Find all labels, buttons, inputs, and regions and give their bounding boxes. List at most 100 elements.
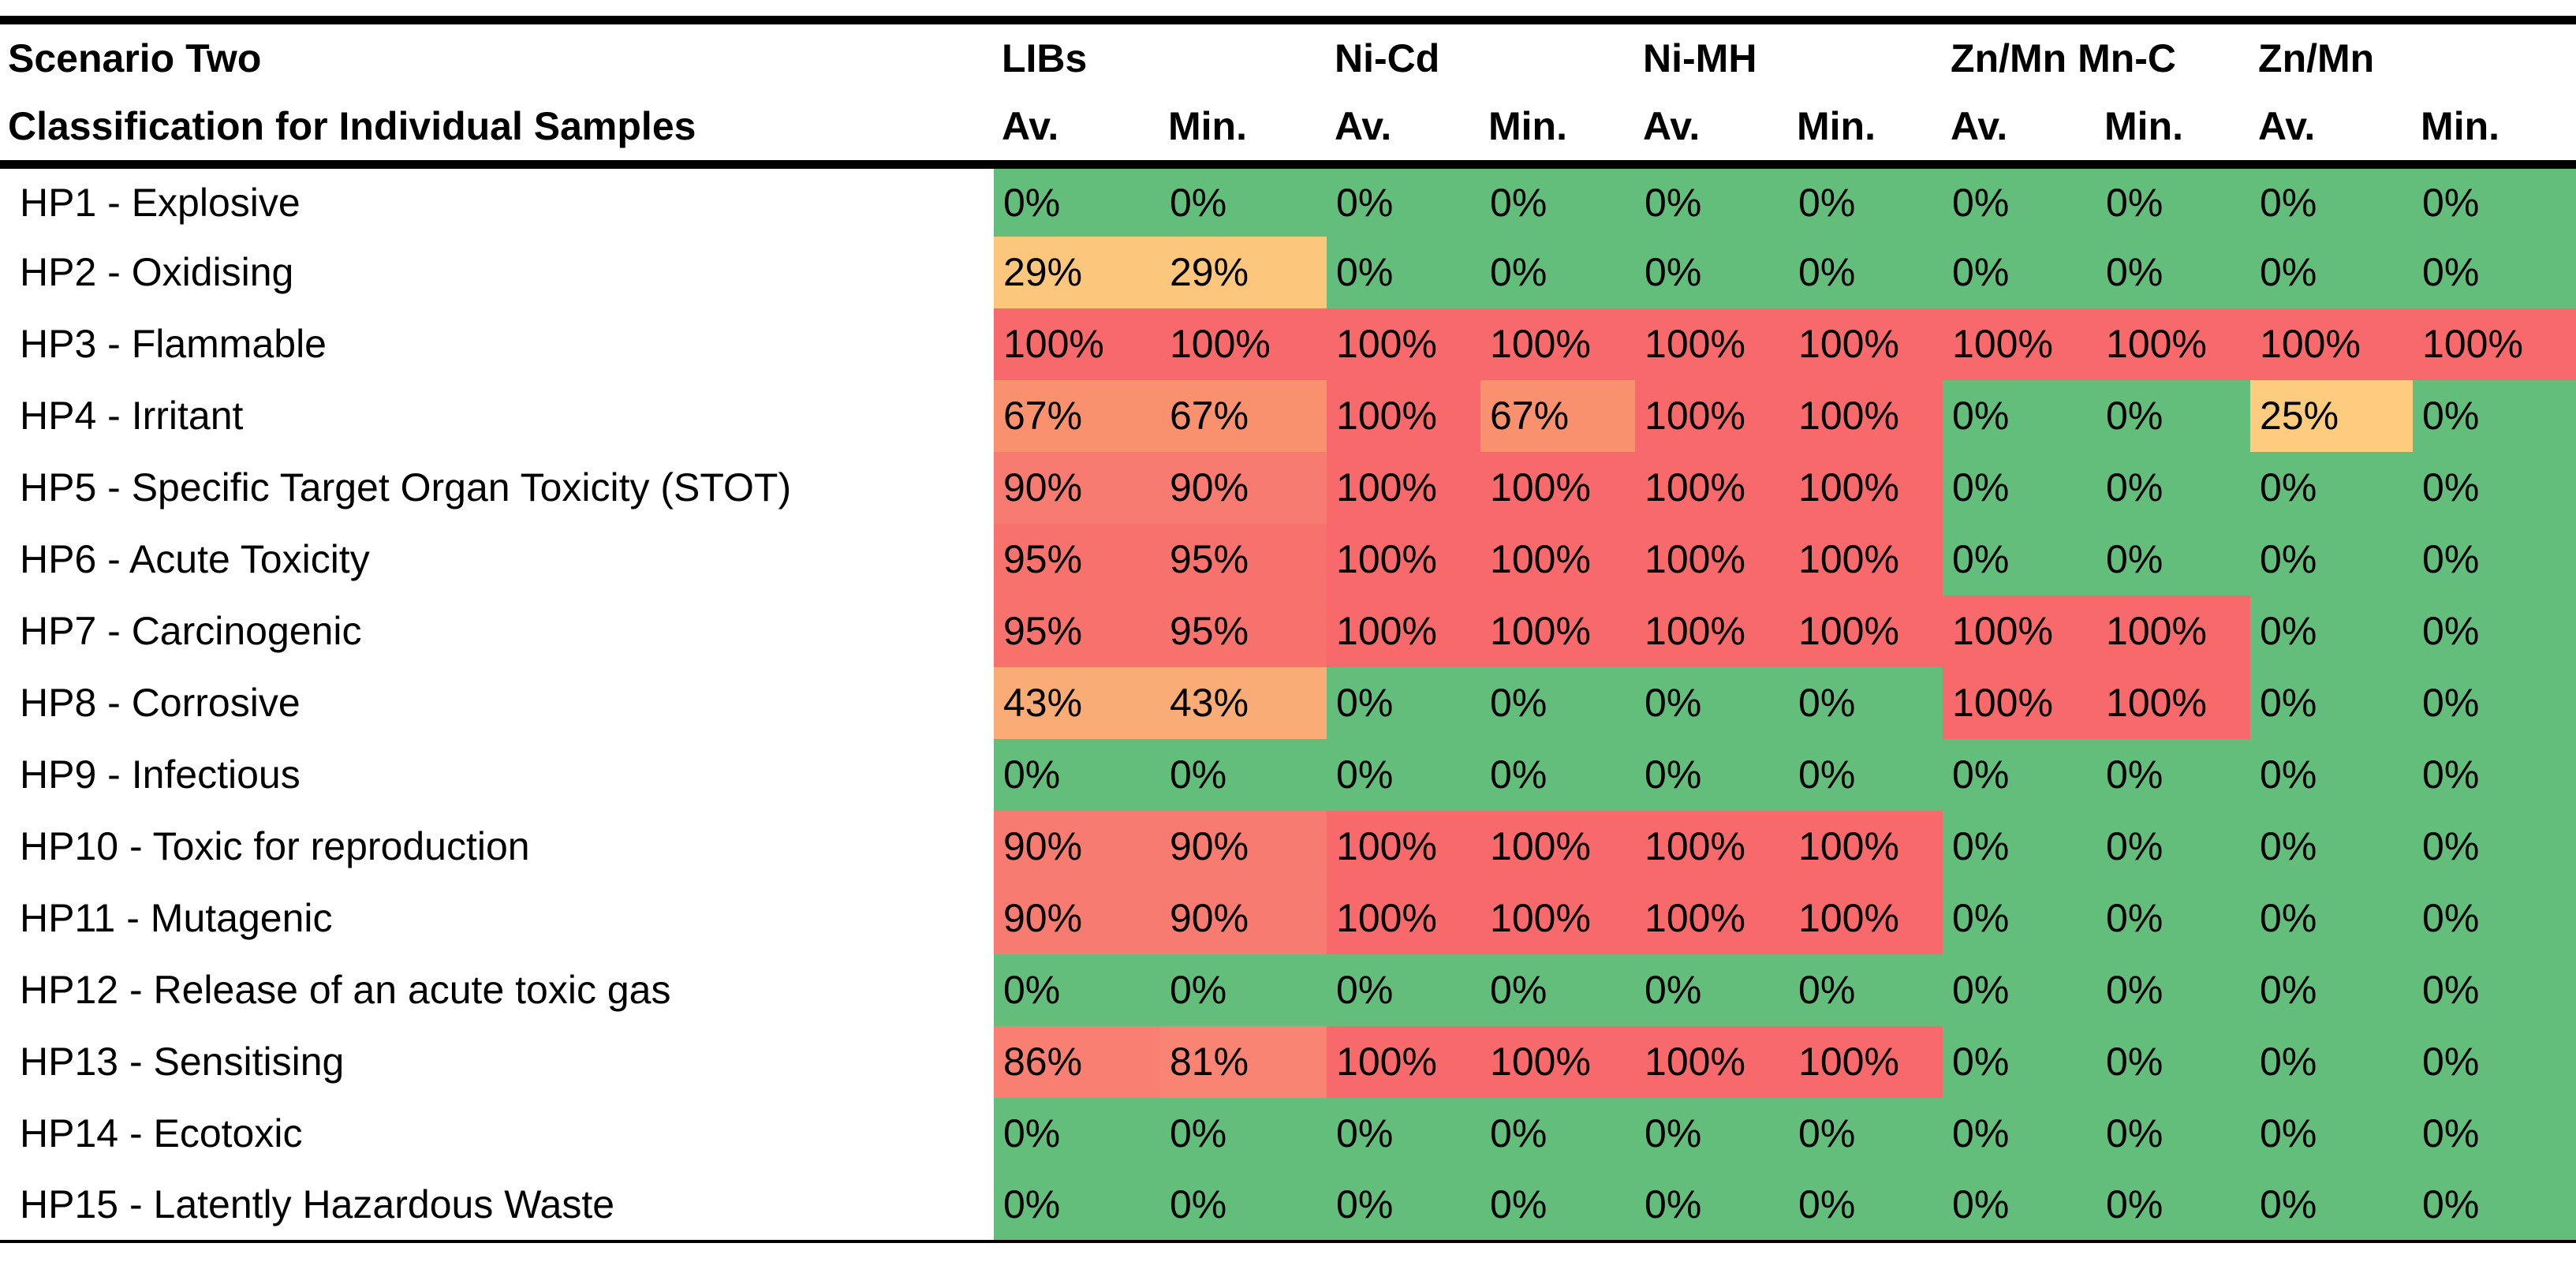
percent-cell: 100% <box>2413 308 2576 380</box>
row-label: HP6 - Acute Toxicity <box>0 523 994 595</box>
table-header: Scenario Two LIBs Ni-Cd Ni-MH Zn/Mn Mn-C… <box>0 21 2576 165</box>
percent-cell: 0% <box>2413 1097 2576 1170</box>
percent-cell: 0% <box>1943 236 2097 308</box>
percent-cell: 100% <box>2250 308 2414 380</box>
row-label: HP10 - Toxic for reproduction <box>0 810 994 883</box>
percent-cell: 0% <box>1480 954 1636 1026</box>
percent-cell: 0% <box>1789 666 1943 739</box>
percent-cell: 100% <box>1480 595 1636 667</box>
percent-cell: 0% <box>1480 236 1636 308</box>
table-row: HP9 - Infectious 0% 0% 0% 0% 0% 0% 0% 0% 0% 0% <box>0 738 2576 811</box>
percent-cell: 0% <box>2096 164 2251 237</box>
table-row: HP15 - Latently Hazardous Waste 0% 0% 0% 0% 0… <box>0 1169 2576 1241</box>
row-label: HP5 - Specific Target Organ Toxicity (ST… <box>0 451 994 524</box>
percent-cell: 0% <box>994 954 1160 1026</box>
percent-cell: 100% <box>1635 308 1790 380</box>
percent-cell: 100% <box>1327 882 1481 954</box>
percent-cell: 100% <box>1327 595 1481 667</box>
percent-cell: 100% <box>1789 379 1943 452</box>
percent-cell: 90% <box>994 882 1160 954</box>
percent-cell: 100% <box>1943 595 2097 667</box>
percent-cell: 100% <box>1943 666 2097 739</box>
table-row: HP5 - Specific Target Organ Toxicity (ST… <box>0 451 2576 524</box>
percent-cell: 29% <box>994 236 1160 308</box>
percent-cell: 0% <box>2250 451 2414 524</box>
subcol-header-min: Min. <box>1488 104 1567 148</box>
percent-cell: 100% <box>1480 882 1636 954</box>
percent-cell: 0% <box>1943 882 2097 954</box>
hazard-classification-heatmap: Scenario Two LIBs Ni-Cd Ni-MH Zn/Mn Mn-C… <box>0 16 2576 1243</box>
percent-cell: 100% <box>1789 810 1943 883</box>
percent-cell: 0% <box>1943 1097 2097 1170</box>
subcol-header-min: Min. <box>1797 104 1876 148</box>
percent-cell: 67% <box>1160 379 1327 452</box>
table-row: HP10 - Toxic for reproduction 90% 90% 100% 1… <box>0 810 2576 883</box>
row-label: HP3 - Flammable <box>0 308 994 380</box>
row-label: HP4 - Irritant <box>0 379 994 452</box>
percent-cell: 0% <box>2413 738 2576 811</box>
percent-cell: 0% <box>2096 882 2251 954</box>
percent-cell: 0% <box>1480 666 1636 739</box>
subcol-header-av: Av. <box>1335 104 1392 148</box>
percent-cell: 0% <box>1635 1097 1790 1170</box>
percent-cell: 0% <box>994 738 1160 811</box>
percent-cell: 25% <box>2250 379 2414 452</box>
percent-cell: 100% <box>1789 451 1943 524</box>
percent-cell: 0% <box>1943 1025 2097 1098</box>
percent-cell: 0% <box>2250 810 2414 883</box>
percent-cell: 0% <box>2250 1025 2414 1098</box>
percent-cell: 100% <box>1789 595 1943 667</box>
percent-cell: 0% <box>2413 236 2576 308</box>
percent-cell: 100% <box>1327 379 1481 452</box>
percent-cell: 0% <box>1943 379 2097 452</box>
subcol-header-av: Av. <box>1002 104 1059 148</box>
percent-cell: 0% <box>994 164 1160 237</box>
percent-cell: 100% <box>1635 451 1790 524</box>
percent-cell: 0% <box>2250 1169 2414 1241</box>
table-row: HP4 - Irritant 67% 67% 100% 67% 100% 100% 0% 0% 2… <box>0 379 2576 452</box>
percent-cell: 0% <box>1327 236 1481 308</box>
percent-cell: 0% <box>1327 1169 1481 1241</box>
percent-cell: 0% <box>1789 1169 1943 1241</box>
percent-cell: 0% <box>2250 954 2414 1026</box>
table-title: Scenario Two <box>8 36 262 80</box>
percent-cell: 0% <box>1160 1097 1327 1170</box>
percent-cell: 0% <box>2096 523 2251 595</box>
percent-cell: 29% <box>1160 236 1327 308</box>
percent-cell: 90% <box>1160 810 1327 883</box>
row-label: HP1 - Explosive <box>0 164 994 237</box>
group-header-znmn-mnc: Zn/Mn Mn-C <box>1951 36 2177 80</box>
percent-cell: 0% <box>2413 954 2576 1026</box>
table-row: HP6 - Acute Toxicity 95% 95% 100% 100% 100% 10… <box>0 523 2576 595</box>
percent-cell: 0% <box>2413 595 2576 667</box>
table-row: HP7 - Carcinogenic 95% 95% 100% 100% 100% 100%… <box>0 595 2576 667</box>
percent-cell: 95% <box>1160 523 1327 595</box>
row-label: HP11 - Mutagenic <box>0 882 994 954</box>
subcol-header-av: Av. <box>1643 104 1701 148</box>
percent-cell: 0% <box>2250 595 2414 667</box>
percent-cell: 100% <box>1635 810 1790 883</box>
percent-cell: 0% <box>1943 738 2097 811</box>
subcol-header-min: Min. <box>1168 104 1247 148</box>
row-label: HP14 - Ecotoxic <box>0 1097 994 1170</box>
percent-cell: 0% <box>1943 810 2097 883</box>
percent-cell: 0% <box>2413 523 2576 595</box>
percent-cell: 0% <box>2096 236 2251 308</box>
percent-cell: 0% <box>1789 954 1943 1026</box>
percent-cell: 0% <box>2413 810 2576 883</box>
percent-cell: 100% <box>1480 810 1636 883</box>
percent-cell: 100% <box>1635 379 1790 452</box>
percent-cell: 0% <box>1635 1169 1790 1241</box>
percent-cell: 0% <box>2413 666 2576 739</box>
percent-cell: 0% <box>1943 954 2097 1026</box>
percent-cell: 0% <box>2413 1169 2576 1241</box>
table-row: HP1 - Explosive 0% 0% 0% 0% 0% 0% 0% 0% 0% 0% <box>0 164 2576 237</box>
percent-cell: 100% <box>2096 595 2251 667</box>
percent-cell: 95% <box>994 523 1160 595</box>
percent-cell: 0% <box>1327 164 1481 237</box>
percent-cell: 0% <box>1635 738 1790 811</box>
percent-cell: 0% <box>1160 954 1327 1026</box>
percent-cell: 100% <box>1327 810 1481 883</box>
row-label: HP9 - Infectious <box>0 738 994 811</box>
percent-cell: 100% <box>1327 523 1481 595</box>
